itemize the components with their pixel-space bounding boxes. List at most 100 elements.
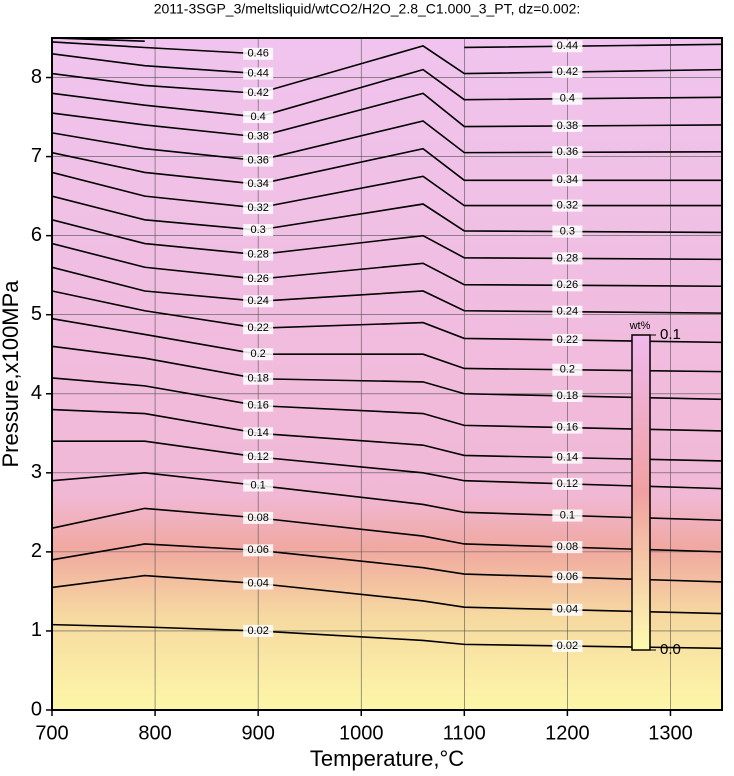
contour-line	[52, 377, 722, 432]
contour-label: 0.42	[557, 66, 578, 78]
axes: 700 800 900 1000 1100 1200 1300 0 1 2 3 4 5 6 7 8	[31, 66, 693, 744]
x-tick-label: 1300	[648, 722, 693, 744]
contour-label: 0.1	[560, 509, 575, 521]
contour-line	[52, 543, 722, 583]
contour-line	[52, 92, 722, 138]
contour-label-bg	[243, 87, 274, 100]
contour-label: 0.38	[557, 120, 578, 132]
contour-labels: 0.02 0.02 0.04 0.04 0.06 0.06 0.08 0.08 0.1 0.1 0.…	[243, 40, 583, 652]
contour-label: 0.02	[247, 625, 268, 637]
x-tick-label: 900	[241, 722, 274, 744]
contour-label: 0.16	[247, 400, 268, 412]
contour-line	[52, 345, 722, 401]
x-tick-label: 700	[35, 722, 68, 744]
contour-label: 0.38	[247, 131, 268, 143]
contour-label-bg	[552, 451, 583, 464]
contour-label: 0.2	[560, 364, 575, 376]
contour-label-bg	[552, 92, 583, 105]
contour-label-bg	[552, 40, 583, 53]
contour-label-bg	[243, 67, 274, 80]
contour-label-bg	[552, 334, 583, 347]
contour-label-bg	[243, 372, 274, 385]
colorbar-label: wt%	[629, 320, 651, 332]
contour-label-bg	[243, 130, 274, 143]
contour-line	[52, 68, 722, 118]
contour-label-bg	[552, 119, 583, 132]
contour-label-bg	[243, 399, 274, 412]
contour-label: 0.26	[557, 279, 578, 291]
contour-label: 0.06	[247, 544, 268, 556]
contour-label-bg	[552, 199, 583, 212]
contour-label-bg	[552, 541, 583, 554]
contour-label: 0.4	[251, 111, 266, 123]
contour-label: 0.08	[557, 541, 578, 553]
contour-label: 0.3	[251, 224, 266, 236]
contour-label-bg	[243, 348, 274, 361]
contours	[52, 38, 722, 650]
contour-label: 0.08	[247, 512, 268, 524]
contour-line	[52, 45, 722, 95]
contour-line	[52, 41, 259, 55]
contour-label-bg	[243, 47, 274, 60]
contour-label: 0.24	[247, 295, 268, 307]
contour-label: 0.46	[247, 48, 268, 60]
contour-line	[52, 623, 722, 650]
colorbar-scale	[631, 334, 651, 651]
contour-label-bg	[552, 477, 583, 490]
contour-label-bg	[243, 479, 274, 492]
contour-label: 0.44	[557, 40, 578, 52]
contour-line	[52, 219, 722, 261]
colorbar-tick-label: 0.1	[660, 326, 681, 343]
contour-label: 0.26	[247, 273, 268, 285]
contour-label-bg	[243, 295, 274, 308]
y-tick-label: 8	[31, 66, 42, 88]
contour-label: 0.1	[251, 479, 266, 491]
contour-label-bg	[243, 624, 274, 637]
contour-label: 0.02	[557, 640, 578, 652]
y-tick-label: 5	[31, 303, 42, 325]
contour-label-bg	[552, 305, 583, 318]
contour-line	[52, 408, 722, 462]
contour-line	[52, 574, 722, 615]
contour-label: 0.04	[557, 604, 578, 616]
contour-label: 0.34	[557, 174, 578, 186]
y-tick-label: 1	[31, 619, 42, 641]
contour-label-bg	[552, 225, 583, 238]
x-axis-label: Temperature,°C	[310, 746, 464, 771]
contour-label-bg	[243, 544, 274, 557]
contour-label: 0.28	[557, 252, 578, 264]
x-tick-label: 1000	[339, 722, 384, 744]
contour-label: 0.2	[251, 348, 266, 360]
colorbar-tick-label: 0.0	[660, 641, 681, 658]
contour-label: 0.36	[557, 146, 578, 158]
contour-label-bg	[243, 451, 274, 464]
contour-line	[52, 242, 722, 288]
contour-label: 0.3	[560, 225, 575, 237]
contour-line	[52, 147, 722, 186]
contour-label: 0.14	[557, 452, 578, 464]
y-tick-label: 7	[31, 145, 42, 167]
y-tick-label: 6	[31, 224, 42, 246]
contour-label-bg	[552, 279, 583, 292]
contour-label: 0.44	[247, 67, 268, 79]
chart-title: 2011-3SGP_3/meltsliquid/wtCO2/H2O_2.8_C1…	[154, 1, 581, 17]
contour-label-bg	[243, 511, 274, 524]
x-tick-label: 1200	[545, 722, 590, 744]
contour-line	[52, 472, 722, 522]
y-axis-label: Pressure,x100MPa	[0, 280, 23, 468]
contour-label-bg	[552, 363, 583, 376]
contour-label-bg	[552, 389, 583, 402]
contour-label: 0.14	[247, 427, 268, 439]
contour-line	[52, 171, 722, 209]
contour-label: 0.18	[247, 373, 268, 385]
contour-label-bg	[243, 427, 274, 440]
contour-label-bg	[552, 146, 583, 159]
contour-label: 0.04	[247, 577, 268, 589]
y-tick-label: 0	[31, 698, 42, 720]
contour-line	[52, 290, 722, 344]
contour-label: 0.34	[247, 178, 268, 190]
contour-label-bg	[552, 639, 583, 652]
contour-label: 0.32	[557, 200, 578, 212]
x-tick-label: 1100	[443, 722, 486, 744]
